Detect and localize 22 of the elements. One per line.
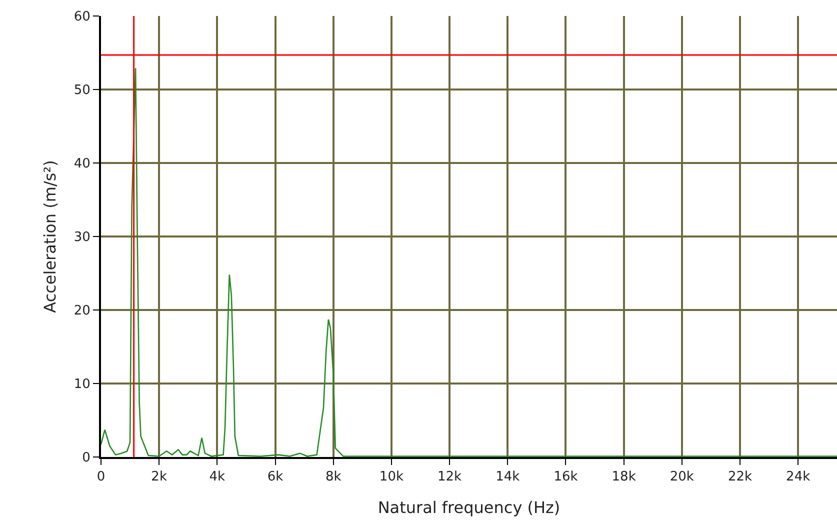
y-tick-label: 0 bbox=[82, 450, 90, 466]
x-tick-label: 2k bbox=[151, 470, 168, 485]
x-tick-label: 10k bbox=[379, 470, 404, 485]
x-axis-title: Natural frequency (Hz) bbox=[378, 498, 560, 517]
y-tick-label: 40 bbox=[74, 156, 90, 172]
x-tick-label: 4k bbox=[209, 470, 226, 485]
x-tick-label: 18k bbox=[612, 470, 636, 485]
x-tick-label: 14k bbox=[496, 470, 520, 485]
x-tick-label: 0 bbox=[96, 470, 106, 485]
y-axis-title: Acceleration (m/s²) bbox=[40, 160, 60, 313]
x-tick-label: 8k bbox=[325, 470, 342, 485]
y-tick-label: 30 bbox=[74, 230, 90, 246]
y-tick-label: 10 bbox=[74, 377, 90, 392]
x-tick-label: 24k bbox=[786, 470, 811, 485]
y-tick-label: 60 bbox=[74, 10, 90, 25]
x-tick-label: 6k bbox=[267, 470, 284, 485]
x-tick-label: 20k bbox=[670, 470, 694, 485]
y-tick-label: 20 bbox=[74, 304, 90, 319]
x-tick-label: 12k bbox=[438, 470, 462, 485]
y-tick-label: 50 bbox=[74, 83, 90, 98]
x-tick-label: 22k bbox=[728, 470, 752, 485]
x-tick-label: 16k bbox=[554, 470, 578, 485]
